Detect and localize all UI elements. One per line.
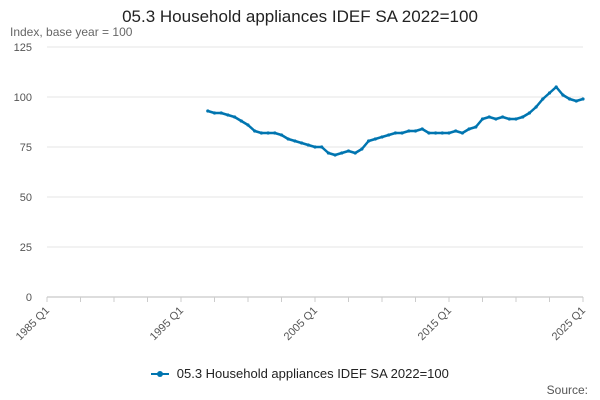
data-point [212, 111, 217, 115]
data-point [440, 131, 444, 135]
data-point [494, 117, 498, 121]
data-point [279, 133, 284, 137]
data-point [427, 131, 431, 135]
data-point [568, 97, 572, 101]
data-point [474, 125, 478, 129]
data-point [333, 153, 337, 157]
chart-title: 05.3 Household appliances IDEF SA 2022=1… [122, 7, 478, 26]
data-point [574, 99, 578, 103]
y-tick-label: 75 [20, 142, 32, 154]
data-point [367, 139, 371, 143]
data-point [300, 141, 304, 145]
data-point [239, 119, 243, 123]
data-point [286, 137, 290, 141]
data-point [259, 131, 263, 135]
data-point [514, 117, 518, 121]
gridlines [47, 46, 583, 298]
x-tick-label: 2015 Q1 [416, 305, 454, 343]
data-point [273, 131, 277, 135]
data-point [346, 149, 351, 153]
data-point [360, 147, 364, 151]
data-point [340, 151, 344, 155]
data-point [547, 91, 552, 95]
data-point [233, 115, 237, 119]
data-point [554, 85, 558, 89]
data-point [521, 115, 525, 119]
data-point [306, 143, 310, 147]
legend-swatch [151, 370, 170, 377]
source-label: Source: [546, 383, 588, 397]
x-tick-label: 2005 Q1 [282, 305, 320, 343]
y-tick-label: 25 [20, 242, 32, 254]
data-point [326, 151, 330, 155]
data-point [219, 111, 223, 115]
data-point [561, 93, 565, 97]
y-tick-label: 50 [20, 192, 32, 204]
data-point [380, 135, 384, 139]
data-point [373, 137, 377, 141]
data-point [467, 127, 471, 131]
data-point [407, 129, 411, 133]
data-point [293, 139, 297, 143]
data-point [206, 109, 210, 113]
data-point [507, 117, 511, 121]
x-tick-label: 2025 Q1 [550, 305, 588, 343]
data-point [454, 129, 458, 133]
data-point [266, 131, 270, 135]
data-point [527, 111, 532, 115]
data-point [434, 131, 438, 135]
data-point [460, 131, 464, 135]
data-point [313, 145, 317, 149]
y-tick-label: 125 [14, 42, 32, 54]
x-tick-label: 1995 Q1 [148, 305, 186, 343]
data-point [581, 97, 585, 101]
data-point [480, 117, 485, 121]
y-tick-labels: 0 25 50 75 100 125 [14, 42, 32, 304]
y-axis-label: Index, base year = 100 [10, 25, 133, 39]
data-point [387, 133, 391, 137]
data-point [253, 129, 257, 133]
legend[interactable]: 05.3 Household appliances IDEF SA 2022=1… [0, 366, 600, 381]
data-point [320, 145, 324, 149]
data-point [353, 151, 357, 155]
x-tick-labels: 1985 Q1 1995 Q1 2005 Q1 2015 Q1 2025 Q1 [14, 305, 588, 343]
data-point [400, 131, 404, 135]
data-point [413, 129, 418, 133]
data-point [246, 123, 250, 127]
data-point [501, 115, 505, 119]
data-point [226, 113, 230, 117]
legend-label: 05.3 Household appliances IDEF SA 2022=1… [176, 366, 449, 381]
data-point [393, 131, 397, 135]
data-point [487, 115, 491, 119]
data-point [541, 97, 545, 101]
y-tick-label: 0 [26, 292, 32, 304]
x-ticks [46, 297, 584, 302]
y-tick-label: 100 [14, 92, 32, 104]
data-point [534, 105, 538, 109]
series-line-group [206, 85, 585, 157]
data-point [420, 127, 424, 131]
data-point [447, 131, 451, 135]
x-tick-label: 1985 Q1 [14, 305, 52, 343]
